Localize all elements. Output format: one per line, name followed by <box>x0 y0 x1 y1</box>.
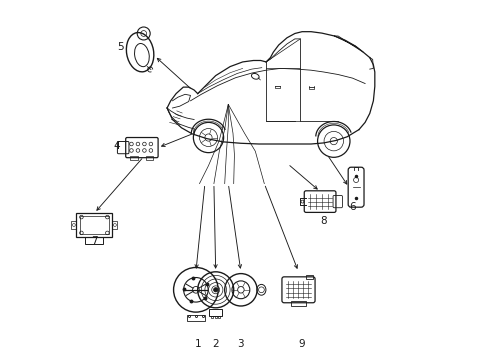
Bar <box>209 309 222 316</box>
Text: 4: 4 <box>113 141 120 151</box>
Circle shape <box>213 288 218 292</box>
Text: 3: 3 <box>237 339 244 349</box>
Bar <box>290 301 306 306</box>
Bar <box>76 213 112 237</box>
Bar <box>186 315 204 321</box>
Text: 1: 1 <box>194 339 201 349</box>
Bar <box>130 156 137 160</box>
Bar <box>80 216 109 234</box>
Text: 2: 2 <box>212 339 219 349</box>
Text: 8: 8 <box>320 216 326 226</box>
Bar <box>146 156 153 160</box>
Text: 5: 5 <box>117 42 123 52</box>
Text: 6: 6 <box>348 202 355 212</box>
Bar <box>85 237 103 244</box>
Bar <box>112 221 117 229</box>
Bar <box>71 221 76 229</box>
Bar <box>305 275 312 279</box>
Text: 9: 9 <box>298 339 305 349</box>
Text: 7: 7 <box>91 236 98 246</box>
